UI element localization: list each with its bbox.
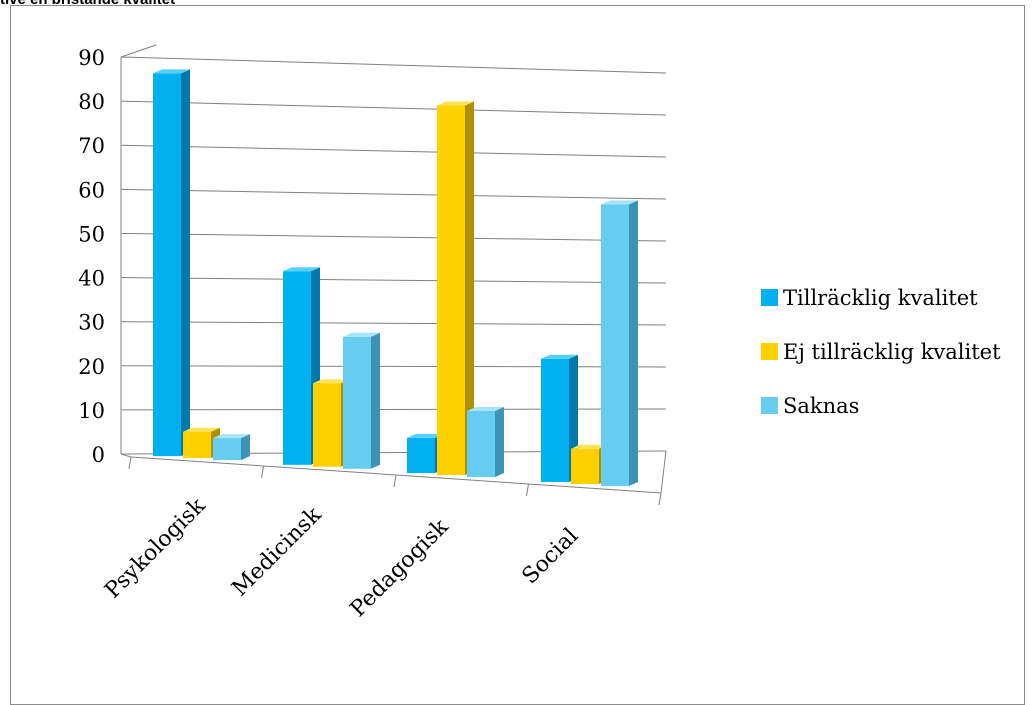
bar-top-face: [313, 379, 350, 384]
y-tick-label: 60: [78, 178, 105, 202]
bar-front-face: [467, 411, 495, 478]
legend-swatch: [761, 289, 778, 306]
x-tick-label: Social: [518, 524, 584, 590]
bar-top-face: [407, 433, 444, 438]
bar-top-face: [437, 101, 474, 106]
x-axis-tick: [261, 465, 264, 479]
bar-front-face: [407, 437, 435, 474]
y-tick-label: 0: [92, 443, 105, 467]
bar-top-face: [467, 407, 504, 412]
bar-side-face: [371, 332, 380, 469]
x-axis-tick: [393, 474, 397, 488]
gridline: [120, 365, 667, 368]
y-axis-tick-labels: 0 10 20 30 40 50 60 70 80 90: [78, 46, 105, 467]
y-tick-label: 90: [78, 46, 105, 70]
side-wall-top-edge: [120, 44, 157, 58]
bar-side-face: [241, 434, 250, 461]
bar: [343, 332, 380, 469]
bar: [467, 407, 504, 478]
bar-front-face: [437, 105, 465, 476]
gridline: [120, 188, 667, 200]
bar-front-face: [571, 448, 599, 484]
x-tick-label: Psykologisk: [100, 493, 210, 603]
bar-top-face: [283, 267, 320, 272]
y-tick-label: 10: [78, 399, 105, 423]
y-tick-label: 40: [78, 267, 105, 291]
bar-top-face: [343, 332, 380, 337]
gridline: [120, 56, 667, 74]
bar-top-face: [571, 444, 608, 449]
bar-chart-3d: 0 10 20 30 40 50 60 70 80 90 Psykologisk Medicinsk…: [78, 44, 1001, 622]
gridline: [120, 277, 667, 284]
x-axis-tick: [128, 456, 132, 470]
bar-top-face: [601, 200, 638, 205]
y-tick-label: 80: [78, 90, 105, 114]
bar-side-face: [465, 101, 474, 476]
x-axis-category-labels: Psykologisk Medicinsk Pedagogisk Social: [100, 493, 583, 622]
bar-front-face: [541, 358, 569, 482]
bar-side-face: [629, 200, 638, 486]
chart-bars: [153, 69, 638, 486]
legend-label: Ej tillräcklig kvalitet: [783, 340, 1001, 364]
bar-top-face: [541, 354, 578, 359]
floor-left-edge: [120, 453, 132, 458]
bar-front-face: [213, 438, 241, 461]
gridline: [120, 408, 667, 411]
bar-top-face: [213, 434, 250, 439]
page-caption: tive en bristande kvalitet: [0, 0, 175, 8]
y-tick-label: 30: [78, 311, 105, 335]
x-tick-label: Pedagogisk: [346, 514, 454, 622]
y-tick-label: 20: [78, 355, 105, 379]
gridline: [120, 100, 667, 116]
bar: [437, 101, 474, 476]
bar-top-face: [183, 427, 220, 432]
bar: [213, 434, 250, 461]
y-tick-label: 70: [78, 134, 105, 158]
legend-swatch: [761, 397, 778, 414]
chart-frame: 0 10 20 30 40 50 60 70 80 90 Psykologisk Medicinsk…: [10, 5, 1025, 705]
legend-label: Saknas: [783, 394, 859, 418]
x-axis-tick: [526, 483, 529, 497]
gridline: [120, 144, 667, 158]
bar-top-face: [153, 69, 190, 74]
x-axis-tick: [658, 492, 662, 506]
bar-front-face: [343, 336, 371, 469]
gridline: [120, 321, 667, 326]
chart-legend: Tillräcklig kvalitet Ej tillräcklig kvali…: [761, 286, 1001, 418]
bar: [283, 267, 320, 465]
bar: [153, 69, 190, 457]
bar-front-face: [601, 204, 629, 486]
y-tick-label: 50: [78, 222, 105, 246]
legend-label: Tillräcklig kvalitet: [783, 286, 978, 310]
floor-right-edge: [660, 450, 667, 494]
bar: [601, 200, 638, 486]
bar-front-face: [183, 431, 211, 459]
bar-front-face: [313, 383, 341, 467]
bar-side-face: [495, 407, 504, 478]
bar-front-face: [283, 271, 311, 465]
gridline: [120, 232, 667, 242]
x-tick-label: Medicinsk: [227, 502, 326, 601]
bar-side-face: [181, 69, 190, 457]
legend-swatch: [761, 343, 778, 360]
bar-front-face: [153, 73, 181, 457]
